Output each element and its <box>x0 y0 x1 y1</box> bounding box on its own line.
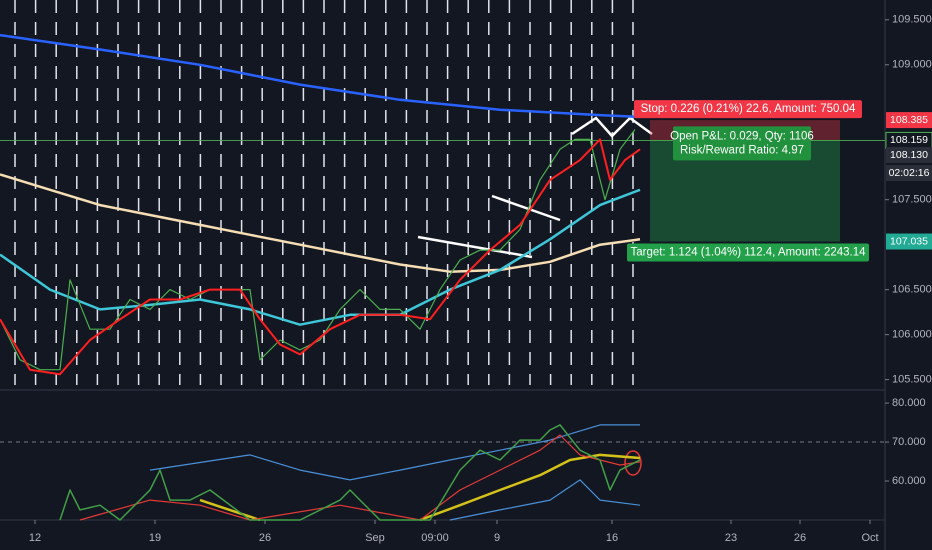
info-box <box>673 126 811 161</box>
series-line <box>0 129 636 371</box>
series-line <box>59 424 641 521</box>
series-line <box>449 479 641 521</box>
x-tick-label: 26 <box>259 532 271 544</box>
y-tick-label: 70.000 <box>892 436 926 448</box>
y-tick-label: 105.500 <box>892 374 932 386</box>
vertical-dash-grid <box>14 0 634 385</box>
price-badge-label: 108.385 <box>890 114 928 126</box>
trend-drawings <box>417 116 653 259</box>
info-label: Risk/Reward Ratio: 4.97 <box>680 144 804 156</box>
x-tick-label: Sep <box>365 532 385 544</box>
price-badge <box>886 147 932 164</box>
price-badge-label: 108.159 <box>890 134 928 146</box>
pattern-line <box>571 116 653 138</box>
x-tick-label: 26 <box>794 532 806 544</box>
stop-label-box <box>634 100 862 119</box>
price-badge <box>886 233 932 250</box>
series-line <box>149 424 640 481</box>
series-line <box>0 33 641 119</box>
price-badge-label: 108.130 <box>890 149 928 161</box>
y-tick-label: 109.000 <box>892 59 932 71</box>
x-tick-label: 23 <box>725 532 737 544</box>
trend-line <box>491 194 561 222</box>
target-label-box <box>627 243 869 262</box>
countdown-badge <box>886 165 932 182</box>
countdown: 02:02:16 <box>889 167 930 179</box>
y-tick-label: 109.500 <box>892 14 932 26</box>
x-tick-label: 19 <box>149 532 161 544</box>
price-badge-label: 107.035 <box>890 235 928 247</box>
y-tick-label: 106.000 <box>892 329 932 341</box>
trend-line <box>417 235 533 259</box>
series-line <box>199 453 641 522</box>
price-badge <box>886 112 932 129</box>
stop-label: Stop: 0.226 (0.21%) 22.6, Amount: 750.04 <box>641 103 856 115</box>
x-tick-label: Oct <box>861 532 878 544</box>
y-tick-label: 60.000 <box>892 475 926 487</box>
x-tick-label: 12 <box>29 532 41 544</box>
y-tick-label: 80.000 <box>892 397 926 409</box>
series-line <box>0 188 641 326</box>
y-tick-label: 107.500 <box>892 194 932 206</box>
series-line <box>0 138 641 376</box>
highlight-circle <box>624 450 642 476</box>
y-tick-label: 106.500 <box>892 284 932 296</box>
series-line <box>0 173 641 273</box>
target-label: Target: 1.124 (1.04%) 112.4, Amount: 224… <box>630 247 866 259</box>
info-label: Open P&L: 0.029, Qty: 1106 <box>670 130 814 142</box>
x-tick-label: 09:00 <box>421 532 449 544</box>
x-tick-label: 16 <box>606 532 618 544</box>
x-tick-label: 9 <box>494 532 500 544</box>
